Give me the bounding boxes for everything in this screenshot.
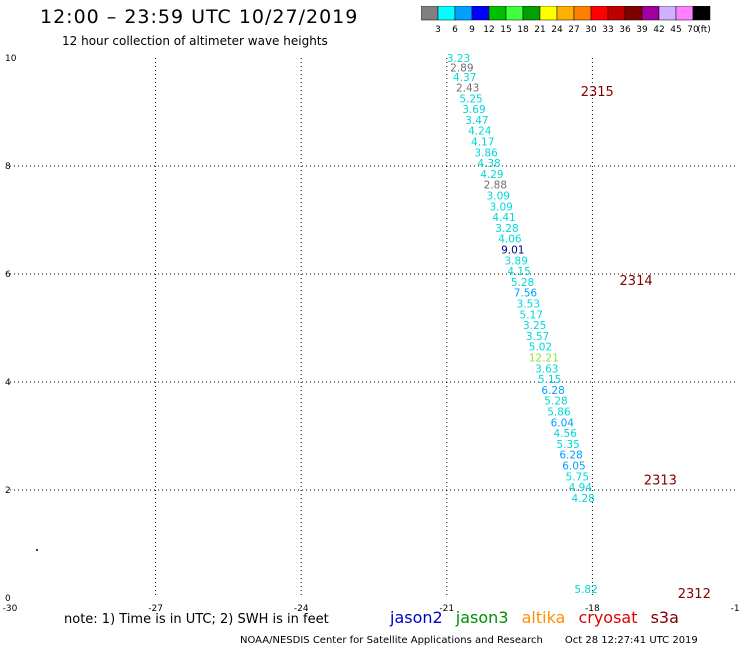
pass-number-label: 2314 [620, 274, 653, 289]
colorbar-label: 42 [653, 25, 664, 35]
colorbar-label: 30 [585, 25, 597, 35]
data-point: 4.37 [453, 72, 476, 84]
colorbar-label: 70 [687, 25, 699, 35]
wave-height-colorbar: 3 6 9 12 15 18 21 24 27 30 33 36 39 42 45 70(ft) [421, 6, 711, 35]
data-point: 7.56 [514, 288, 538, 300]
legend-altika: altika [521, 608, 566, 627]
colorbar-label: 12 [483, 25, 494, 35]
data-point: 3.23 [447, 53, 470, 65]
colorbar-label: 33 [602, 25, 613, 35]
data-point: 3.57 [526, 331, 549, 343]
colorbar-label: 6 [452, 25, 458, 35]
data-point: 3.86 [474, 147, 498, 159]
data-point: 3.09 [489, 201, 512, 213]
data-point: 4.28 [571, 493, 594, 505]
colorbar-label: 21 [534, 25, 545, 35]
y-tick-label: 10 [5, 54, 17, 64]
colorbar-label: 3 [435, 25, 441, 35]
data-point: 3.53 [517, 298, 540, 310]
data-point: 4.29 [480, 169, 503, 181]
legend-cryosat: cryosat [578, 608, 638, 627]
data-point: 3.63 [535, 363, 558, 375]
data-point: 3.47 [465, 115, 488, 127]
data-point: 5.15 [538, 374, 561, 386]
data-point: 4.24 [468, 126, 492, 138]
data-point: 3.89 [505, 255, 528, 267]
x-tick-label: -30 [3, 604, 18, 612]
x-tick-label: -18 [585, 604, 600, 612]
y-tick-label: 6 [5, 270, 11, 280]
data-point: 6.28 [541, 385, 564, 397]
x-tick-label: -21 [439, 604, 454, 612]
data-point: 4.38 [477, 158, 500, 170]
data-point: 5.86 [547, 406, 571, 418]
x-tick-label: -27 [148, 604, 163, 612]
data-point: 5.25 [459, 93, 482, 105]
data-point: 4.06 [498, 234, 522, 246]
data-point: 3.25 [523, 320, 546, 332]
data-point: 5.82 [574, 584, 597, 596]
y-tick-label: 0 [5, 594, 11, 604]
colorbar-label: 39 [636, 25, 648, 35]
data-point: 6.28 [559, 450, 582, 462]
footer-note: note: 1) Time is in UTC; 2) SWH is in fe… [64, 612, 329, 627]
data-point: 5.17 [520, 309, 543, 321]
data-point: 2.43 [456, 82, 479, 94]
y-tick-label: 4 [5, 378, 11, 388]
data-point: 5.35 [556, 439, 579, 451]
data-point: 4.56 [554, 428, 578, 440]
data-point: 2.88 [484, 180, 507, 192]
data-point: 5.28 [511, 277, 534, 289]
page-subtitle: 12 hour collection of altimeter wave hei… [62, 34, 328, 48]
colorbar-label: 15 [500, 25, 511, 35]
colorbar-label: 36 [619, 25, 631, 35]
colorbar-label: 18 [517, 25, 529, 35]
data-point: 4.41 [492, 212, 515, 224]
pass-number-label: 2313 [644, 474, 677, 489]
page-title: 12:00 – 23:59 UTC 10/27/2019 [40, 6, 359, 28]
colorbar-label: 45 [670, 25, 681, 35]
satellite-legend: jason2 jason3 altika cryosat s3a [390, 608, 687, 627]
data-point: 9.01 [501, 244, 524, 256]
data-point: 3.09 [487, 190, 510, 202]
data-point: 5.75 [566, 471, 589, 483]
x-tick-label: -15 [731, 604, 740, 612]
data-point: 6.04 [551, 417, 575, 429]
colorbar-swatch [692, 6, 711, 21]
data-point: 6.05 [562, 460, 585, 472]
x-tick-label: -24 [294, 604, 309, 612]
pass-number-label: 2315 [581, 85, 614, 100]
data-point: 4.17 [471, 136, 494, 148]
colorbar-label: 9 [469, 25, 475, 35]
legend-s3a: s3a [650, 608, 679, 627]
legend-jason2: jason2 [390, 608, 443, 627]
colorbar-unit: (ft) [697, 25, 711, 35]
data-point: 4.94 [569, 482, 593, 494]
legend-jason3: jason3 [455, 608, 509, 627]
data-point: 3.28 [495, 223, 518, 235]
data-point: 2.89 [450, 63, 473, 75]
wave-height-chart: -30 -27 -24 -21 -18 -15 0 2 4 6 8 10 3.232.894.372.4… [3, 53, 740, 612]
y-tick-label: 2 [5, 486, 11, 496]
credit-text: NOAA/NESDIS Center for Satellite Applica… [240, 635, 543, 646]
credit-line: NOAA/NESDIS Center for Satellite Applica… [240, 635, 698, 646]
stray-dot [36, 549, 38, 551]
pass-number-label: 2312 [678, 587, 711, 602]
data-point: 12.21 [529, 352, 559, 364]
data-point: 4.15 [507, 266, 530, 278]
timestamp: Oct 28 12:27:41 UTC 2019 [564, 635, 698, 646]
y-tick-label: 8 [5, 162, 11, 172]
data-point: 5.28 [544, 396, 567, 408]
colorbar-label: 27 [568, 25, 579, 35]
colorbar-label: 24 [551, 25, 563, 35]
data-point: 3.69 [462, 104, 485, 116]
data-point: 5.02 [529, 342, 552, 354]
